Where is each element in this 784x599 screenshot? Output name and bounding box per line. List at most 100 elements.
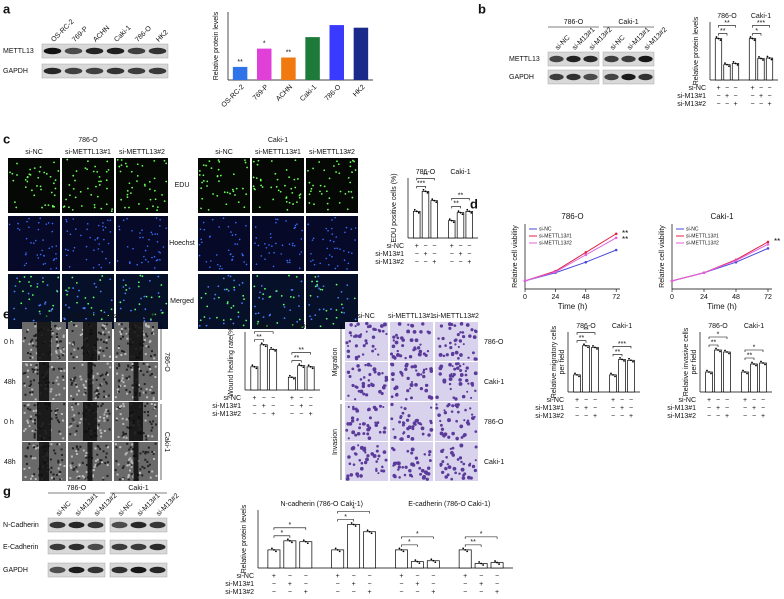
cell-dot — [155, 259, 158, 262]
cell-dot — [365, 393, 369, 397]
cell-dot — [232, 190, 235, 193]
cell-dot — [143, 317, 145, 319]
cell-dot — [268, 244, 270, 246]
cell-dot — [366, 362, 371, 367]
cell-dot — [351, 367, 355, 371]
replicate-dot — [706, 369, 708, 372]
cell-dot — [435, 406, 439, 410]
cell-dot — [159, 219, 161, 221]
texture — [82, 449, 85, 452]
cell-dot — [427, 433, 431, 437]
cell-dot — [384, 384, 387, 387]
cell-dot — [209, 235, 211, 238]
cell-dot — [106, 187, 108, 190]
cell-dot — [254, 312, 257, 315]
replicate-dot — [417, 211, 420, 214]
condition-sign: − — [584, 397, 588, 404]
cell-dot — [55, 245, 58, 247]
cell-dot — [292, 242, 294, 245]
cell-dot — [223, 191, 226, 194]
texture — [92, 475, 95, 478]
cell-dot — [296, 320, 299, 323]
replicate-dot — [424, 190, 427, 193]
cell-dot — [328, 254, 331, 256]
cell-dot — [165, 302, 168, 305]
bar — [426, 560, 440, 569]
texture — [35, 345, 38, 348]
cell-dot — [472, 335, 477, 339]
cell-dot — [364, 363, 367, 367]
cell-dot — [468, 334, 472, 338]
cell-dot — [136, 263, 139, 266]
cell-dot — [301, 326, 304, 329]
cell-dot — [443, 409, 446, 412]
blot-band — [148, 67, 167, 75]
bracket — [337, 511, 370, 514]
texture — [72, 468, 75, 471]
cell-dot — [430, 406, 433, 409]
cell-dot — [444, 475, 448, 479]
cell-dot — [470, 396, 473, 400]
texture — [128, 375, 131, 378]
texture — [114, 443, 117, 446]
blot-band — [43, 47, 62, 55]
cell-dot — [109, 219, 112, 222]
cell-dot — [159, 258, 161, 261]
cell-dot — [325, 317, 328, 320]
texture — [109, 366, 112, 369]
cell-dot — [441, 460, 445, 464]
texture — [70, 424, 73, 427]
texture — [58, 393, 61, 396]
cell-dot — [465, 366, 469, 370]
bracket — [273, 527, 307, 530]
cell-dot — [395, 461, 399, 465]
cell-dot — [226, 191, 229, 194]
cell-dot — [275, 185, 278, 188]
texture — [26, 329, 29, 332]
cell-dot — [130, 309, 132, 312]
texture — [33, 434, 36, 437]
cell-dot — [349, 181, 352, 184]
cell-dot — [275, 290, 278, 292]
condition-label: si-NC — [387, 243, 405, 250]
cell-dot — [474, 445, 478, 449]
cell-dot — [275, 242, 277, 245]
point — [523, 279, 527, 283]
cell-dot — [309, 190, 312, 193]
bracket — [416, 186, 426, 189]
replicate-dot — [610, 372, 612, 375]
micro-image — [62, 158, 114, 213]
texture — [100, 338, 103, 341]
cell-dot — [379, 324, 384, 328]
cell-dot — [291, 244, 294, 247]
texture — [100, 404, 103, 407]
texture — [121, 466, 124, 469]
cell-dot — [234, 233, 237, 236]
cell-dot — [361, 384, 366, 389]
texture — [99, 416, 102, 419]
cell-dot — [258, 206, 261, 209]
cell-dot — [443, 432, 448, 437]
significance: * — [408, 539, 411, 546]
texture — [104, 411, 107, 414]
cell-dot — [219, 265, 222, 268]
blot-band — [130, 521, 147, 529]
texture — [138, 392, 141, 395]
replicate-dot — [414, 559, 417, 562]
cell-dot — [97, 236, 99, 239]
replicate-dot — [431, 198, 434, 201]
cell-dot — [401, 344, 405, 348]
blot-row-label: METTL13 — [509, 56, 540, 63]
cell-dot — [126, 165, 128, 168]
texture — [103, 333, 106, 336]
replicate-dot — [462, 547, 465, 550]
cell-dot — [120, 159, 123, 161]
cell-dot — [154, 233, 156, 235]
image-group-label: Caki-1 — [268, 137, 288, 144]
texture — [36, 444, 39, 447]
cell-dot — [66, 293, 68, 296]
texture — [69, 378, 72, 381]
cell-dot — [347, 394, 350, 397]
texture — [30, 348, 33, 351]
texture — [127, 478, 130, 481]
